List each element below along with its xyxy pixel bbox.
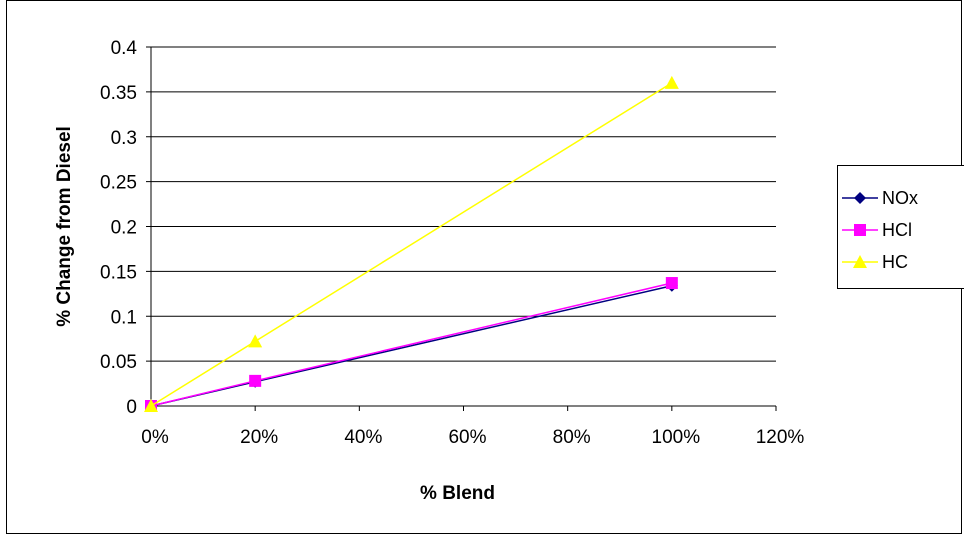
y-tick-label: 0 bbox=[126, 397, 137, 418]
legend-swatch-nox bbox=[842, 192, 878, 204]
y-tick-label: 0.25 bbox=[100, 173, 137, 194]
line-chart: 0 0.05 0.1 0.15 0.2 0.25 0.3 0.35 0.4 0% 20% 40% 60%… bbox=[54, 38, 804, 504]
y-tick-label: 0.2 bbox=[111, 218, 137, 239]
y-tick-label: 0.35 bbox=[100, 83, 137, 104]
legend-label-nox: NOx bbox=[882, 188, 918, 208]
x-tick-label: 100% bbox=[652, 427, 701, 448]
y-tick-label: 0.1 bbox=[111, 307, 137, 328]
x-tick-label: 40% bbox=[344, 427, 382, 448]
legend-marker-nox bbox=[854, 192, 866, 204]
y-axis-title: % Change from Diesel bbox=[54, 126, 75, 327]
tick-labels: 0 0.05 0.1 0.15 0.2 0.25 0.3 0.35 0.4 0% 20% 40% 60%… bbox=[100, 38, 804, 448]
y-tick-label: 0.15 bbox=[100, 262, 137, 283]
x-tick-label: 20% bbox=[240, 427, 278, 448]
data-point-hc bbox=[248, 334, 263, 348]
legend-marker-hc bbox=[853, 255, 867, 268]
series-line-hc bbox=[150, 82, 673, 407]
x-tick-label: 60% bbox=[448, 427, 486, 448]
axes bbox=[146, 46, 777, 411]
legend-item-nox: NOx bbox=[838, 183, 964, 213]
x-tick-label: 80% bbox=[553, 427, 591, 448]
y-tick-label: 0.05 bbox=[100, 352, 137, 373]
legend-swatch-hcl bbox=[842, 224, 878, 236]
data-point-hc bbox=[144, 399, 158, 412]
data-point-hc bbox=[664, 75, 679, 89]
legend-swatch-hc bbox=[842, 255, 878, 268]
x-tick-label: 0% bbox=[141, 427, 169, 448]
series-layer bbox=[144, 75, 679, 412]
legend-item-hcl: HCl bbox=[838, 215, 964, 245]
y-tick-label: 0.3 bbox=[111, 128, 137, 149]
grid-lines bbox=[151, 46, 776, 362]
legend-marker-hcl bbox=[854, 224, 866, 236]
data-point-hcl bbox=[665, 277, 678, 290]
legend-label-hc: HC bbox=[882, 252, 908, 272]
legend: NOx HCl HC bbox=[837, 165, 964, 289]
x-axis-title: % Blend bbox=[420, 483, 495, 504]
legend-label-hcl: HCl bbox=[882, 220, 912, 240]
y-tick-label: 0.4 bbox=[111, 38, 138, 59]
legend-item-hc: HC bbox=[838, 247, 964, 277]
series-line-hcl bbox=[150, 282, 673, 407]
chart-area: 0 0.05 0.1 0.15 0.2 0.25 0.3 0.35 0.4 0% 20% 40% 60%… bbox=[6, 0, 964, 534]
series-line-nox bbox=[150, 285, 673, 407]
x-tick-label: 120% bbox=[756, 427, 805, 448]
data-point-hcl bbox=[249, 374, 262, 387]
